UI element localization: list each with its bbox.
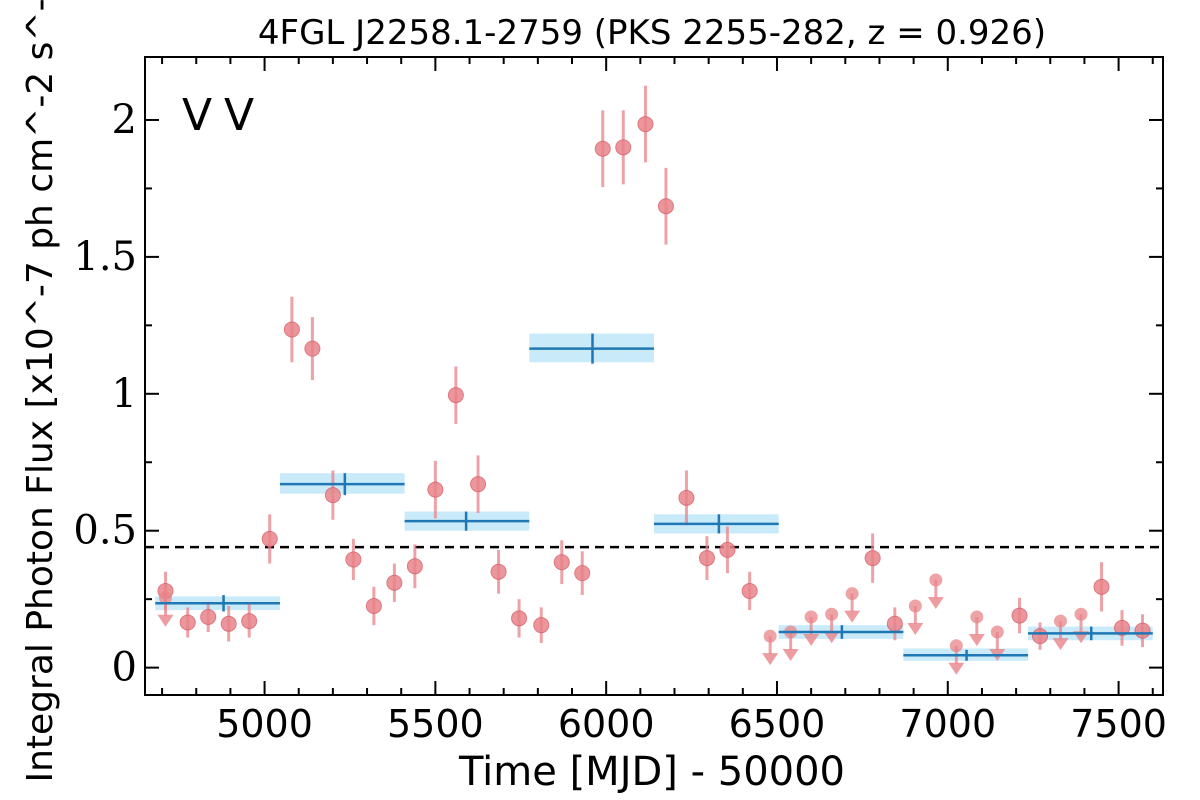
data-point <box>200 608 217 625</box>
x-tick-label: 5000 <box>216 702 313 746</box>
x-tick-label: 6000 <box>558 702 655 746</box>
data-point <box>511 610 528 627</box>
data-point <box>1011 607 1028 624</box>
data-point <box>406 558 423 575</box>
data-point <box>1114 619 1131 636</box>
x-axis-label: Time [MJD] - 50000 <box>458 749 845 795</box>
data-point <box>283 321 300 338</box>
upper-limit-arrow <box>803 633 820 646</box>
upper-limit-arrow <box>907 623 924 636</box>
data-point <box>179 614 196 631</box>
data-point <box>490 563 507 580</box>
upper-limit-arrow <box>968 633 985 646</box>
data-point <box>719 541 736 558</box>
data-point <box>698 550 715 567</box>
legend-marker-red: V <box>224 90 254 141</box>
data-point <box>637 116 654 133</box>
data-point <box>864 550 881 567</box>
y-tick-label: 0.5 <box>73 508 137 554</box>
data-point <box>304 340 321 357</box>
data-point <box>886 615 903 632</box>
upper-limit-arrow <box>1052 638 1069 651</box>
plot-frame <box>144 56 1164 696</box>
data-point <box>324 487 341 504</box>
data-point <box>657 198 674 215</box>
data-point <box>1093 578 1110 595</box>
upper-limit-arrow <box>948 662 965 675</box>
data-point <box>220 615 237 632</box>
y-axis-label: Integral Photon Flux [x10^-7 ph cm^-2 s^… <box>20 0 61 783</box>
data-point <box>741 582 758 599</box>
data-point <box>447 387 464 404</box>
data-point <box>427 481 444 498</box>
y-tick-label: 2 <box>112 97 137 143</box>
data-point <box>470 476 487 493</box>
y-tick-label: 1.5 <box>73 234 137 280</box>
data-point <box>345 551 362 568</box>
plot-area: 5000 5500 6000 6500 7000 7500 0 0.5 1 1.5 2 <box>73 56 1167 746</box>
upper-limit-arrow <box>157 614 174 627</box>
data-point <box>594 140 611 157</box>
data-point <box>1134 622 1151 639</box>
data-point <box>533 617 550 634</box>
data-point <box>553 554 570 571</box>
data-point <box>386 574 403 591</box>
data-point <box>615 139 632 156</box>
upper-limit-arrow <box>782 649 799 662</box>
upper-limit-arrow <box>762 653 779 666</box>
x-tick-label: 7000 <box>899 702 996 746</box>
x-tick-label: 6500 <box>729 702 826 746</box>
upper-limit-arrow <box>927 596 944 609</box>
data-point <box>365 598 382 615</box>
x-tick-label: 7500 <box>1070 702 1167 746</box>
data-point <box>678 489 695 506</box>
upper-limit-arrow <box>844 610 861 623</box>
data-point <box>241 613 258 630</box>
y-tick-label: 0 <box>112 645 137 691</box>
x-tick-label: 5500 <box>387 702 484 746</box>
data-point <box>574 565 591 582</box>
data-point <box>1032 628 1049 645</box>
legend-marker-blue: V <box>182 90 212 141</box>
data-point <box>261 530 278 547</box>
y-tick-label: 1 <box>112 371 137 417</box>
chart-title: 4FGL J2258.1-2759 (PKS 2255-282, z = 0.9… <box>258 13 1046 53</box>
data-marks <box>145 85 1163 675</box>
upper-limit-arrow <box>823 631 840 644</box>
